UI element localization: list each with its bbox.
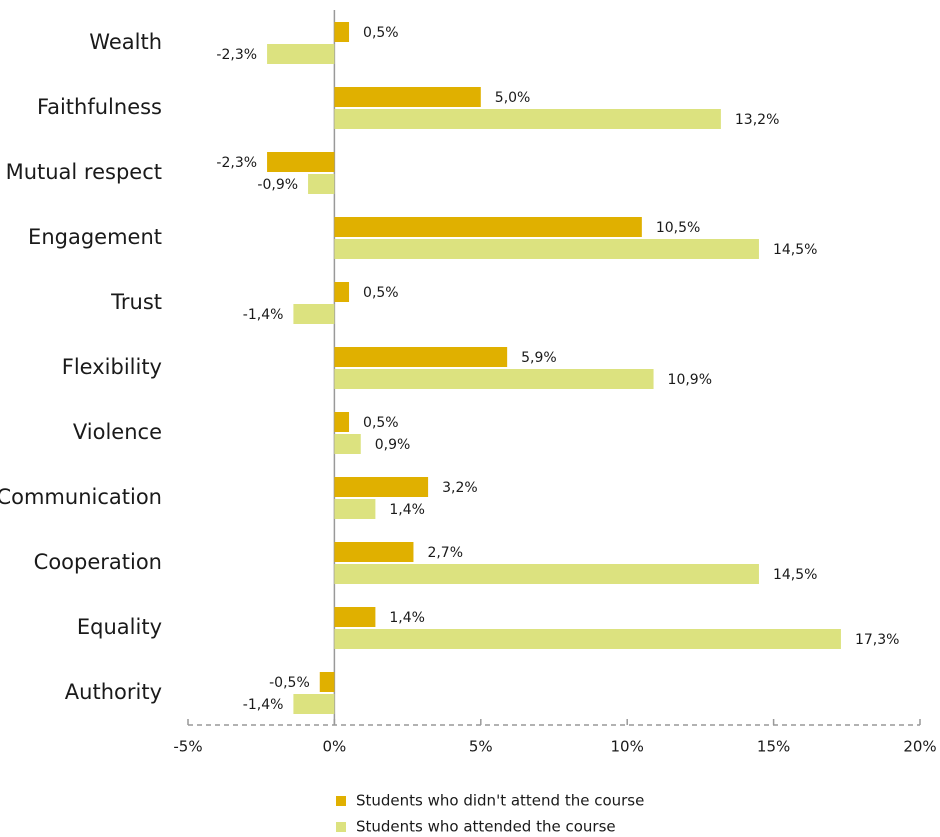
legend-label: Students who didn't attend the course xyxy=(356,792,644,810)
bar xyxy=(293,694,335,714)
value-label: 0,9% xyxy=(375,437,411,453)
value-label: -1,4% xyxy=(243,307,284,323)
legend-swatch xyxy=(336,822,346,832)
value-label: 0,5% xyxy=(363,285,399,301)
value-label: -2,3% xyxy=(216,155,257,171)
value-label: 14,5% xyxy=(773,242,817,258)
value-label: 2,7% xyxy=(427,545,463,561)
value-label: 1,4% xyxy=(389,502,425,518)
bar xyxy=(334,369,654,389)
x-tick-label: 10% xyxy=(611,738,644,756)
value-label: 5,0% xyxy=(495,90,531,106)
legend-swatch xyxy=(336,796,346,806)
bar xyxy=(334,477,429,497)
category-label: Cooperation xyxy=(34,550,162,574)
bar xyxy=(334,87,481,107)
bar xyxy=(319,672,335,692)
x-tick-label: -5% xyxy=(173,738,202,756)
bar xyxy=(334,607,376,627)
bar xyxy=(334,109,721,129)
bar xyxy=(334,564,759,584)
bar xyxy=(267,152,335,172)
category-label: Authority xyxy=(65,680,162,704)
value-label: -2,3% xyxy=(216,47,257,63)
x-tick-label: 20% xyxy=(903,738,936,756)
value-label: 13,2% xyxy=(735,112,779,128)
bar xyxy=(293,304,335,324)
bar xyxy=(334,22,350,42)
bar xyxy=(334,499,376,519)
category-label: Wealth xyxy=(89,30,162,54)
x-tick-label: 0% xyxy=(323,738,347,756)
category-label: Violence xyxy=(73,420,162,444)
x-tick-label: 5% xyxy=(469,738,493,756)
value-label: -1,4% xyxy=(243,697,284,713)
category-label: Mutual respect xyxy=(6,160,162,184)
bar xyxy=(334,239,759,259)
value-label: 0,5% xyxy=(363,25,399,41)
value-label: 17,3% xyxy=(855,632,899,648)
category-label: Flexibility xyxy=(62,355,162,379)
bar xyxy=(334,434,361,454)
value-label: 5,9% xyxy=(521,350,557,366)
bar xyxy=(334,629,841,649)
category-label: Trust xyxy=(110,290,162,314)
value-label: 14,5% xyxy=(773,567,817,583)
value-label: 10,9% xyxy=(668,372,712,388)
bar xyxy=(334,282,350,302)
bar xyxy=(334,347,508,367)
value-label: 0,5% xyxy=(363,415,399,431)
legend-label: Students who attended the course xyxy=(356,818,616,836)
bar xyxy=(267,44,335,64)
value-label: 1,4% xyxy=(389,610,425,626)
bar xyxy=(334,542,414,562)
value-label: -0,9% xyxy=(257,177,298,193)
bar xyxy=(334,412,350,432)
bar xyxy=(308,174,335,194)
x-tick-label: 15% xyxy=(757,738,790,756)
category-label: Equality xyxy=(77,615,162,639)
category-label: Engagement xyxy=(28,225,162,249)
value-label: 10,5% xyxy=(656,220,700,236)
value-label: -0,5% xyxy=(269,675,310,691)
bar xyxy=(334,217,642,237)
value-label: 3,2% xyxy=(442,480,478,496)
category-label: Communication xyxy=(0,485,162,509)
category-label: Faithfulness xyxy=(37,95,162,119)
